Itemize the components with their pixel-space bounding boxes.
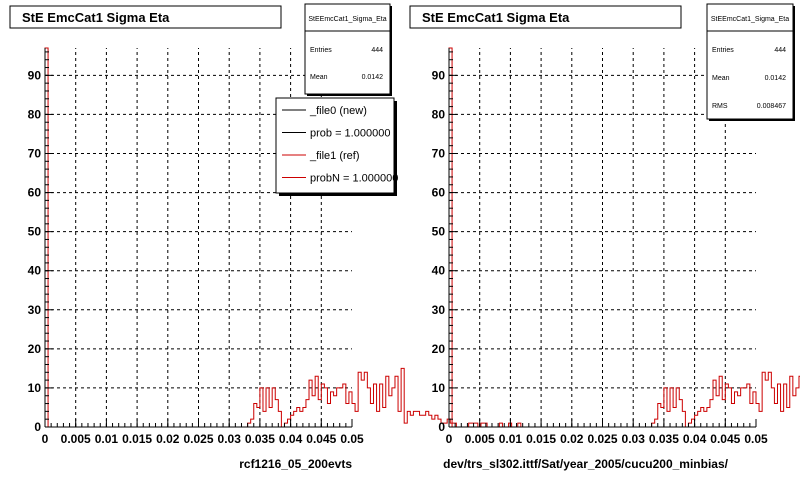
x-tick-label: 0.04 — [683, 432, 707, 446]
histogram-panel-1: 0 0.005 0.01 0.015 0.02 0.025 0.03 0.035 0.04 0.0… — [9, 3, 586, 471]
y-tick-label: 50 — [432, 225, 446, 239]
y-tick-label: 70 — [432, 146, 446, 160]
x-tick-label: 0.015 — [122, 432, 152, 446]
stats-label: Entries — [712, 47, 734, 54]
y-tick-label: 20 — [432, 342, 446, 356]
y-tick-label: 40 — [432, 264, 446, 278]
footer-caption: dev/trs_sl302.ittf/Sat/year_2005/cucu200… — [443, 457, 728, 471]
stats-name: StEEmcCat1_Sigma_Eta — [308, 16, 386, 23]
y-tick-label: 60 — [432, 186, 446, 200]
y-tick-label: 90 — [432, 68, 446, 82]
legend-label: _file0 (new) — [309, 105, 367, 117]
y-tick-label: 20 — [28, 342, 42, 356]
legend: _file0 (new) prob = 1.000000 _file1 (ref) p… — [275, 97, 398, 196]
x-tick-label: 0.035 — [245, 432, 275, 446]
x-tick-label: 0.02 — [156, 432, 180, 446]
y-tick-label: 60 — [28, 186, 42, 200]
stats-value: 0.008467 — [757, 103, 786, 110]
stats-value: 444 — [774, 47, 786, 54]
x-tick-label: 0.005 — [61, 432, 91, 446]
stats-box — [304, 3, 391, 95]
stats-value: 0.0142 — [362, 74, 384, 81]
title-box — [409, 5, 682, 29]
title-box — [9, 5, 282, 29]
y-tick-label: 50 — [28, 225, 42, 239]
stats-value: 0.0142 — [765, 75, 787, 82]
stats-label: RMS — [712, 103, 728, 110]
x-tick-label: 0 — [42, 432, 49, 446]
x-tick-label: 0.045 — [710, 432, 740, 446]
y-tick-label: 90 — [28, 68, 42, 82]
stats-label: Entries — [310, 47, 332, 54]
x-tick-label: 0.05 — [744, 432, 768, 446]
footer-caption: rcf1216_05_200evts — [239, 457, 352, 471]
stats-label: Mean — [712, 75, 730, 82]
stats-value: 444 — [371, 47, 383, 54]
x-tick-label: 0.005 — [465, 432, 495, 446]
chart-title: StE EmcCat1 Sigma Eta — [422, 10, 570, 25]
legend-label: probN = 1.000000 — [310, 173, 398, 185]
y-tick-label: 40 — [28, 264, 42, 278]
x-tick-label: 0.03 — [218, 432, 242, 446]
stats-name: StEEmcCat1_Sigma_Eta — [711, 16, 789, 23]
x-tick-label: 0.02 — [560, 432, 584, 446]
x-tick-label: 0.025 — [587, 432, 617, 446]
y-tick-label: 0 — [438, 420, 445, 434]
legend-label: prob = 1.000000 — [310, 128, 390, 140]
y-tick-label: 30 — [28, 303, 42, 317]
y-tick-label: 10 — [432, 381, 446, 395]
x-tick-label: 0.035 — [649, 432, 679, 446]
x-tick-label: 0.015 — [526, 432, 556, 446]
x-tick-label: 0.01 — [499, 432, 523, 446]
stats-box — [706, 3, 794, 120]
y-tick-label: 10 — [28, 381, 42, 395]
x-tick-label: 0.01 — [95, 432, 119, 446]
y-tick-label: 0 — [34, 420, 41, 434]
x-tick-label: 0.025 — [183, 432, 213, 446]
x-tick-label: 0.045 — [306, 432, 336, 446]
legend-label: _file1 (ref) — [309, 150, 360, 162]
x-tick-label: 0.03 — [622, 432, 646, 446]
y-tick-label: 70 — [28, 146, 42, 160]
x-tick-label: 0.04 — [279, 432, 303, 446]
y-tick-label: 80 — [432, 107, 446, 121]
x-tick-label: 0 — [446, 432, 453, 446]
chart-title: StE EmcCat1 Sigma Eta — [22, 10, 170, 25]
stats-label: Mean — [310, 74, 328, 81]
y-tick-label: 30 — [432, 303, 446, 317]
y-tick-label: 80 — [28, 107, 42, 121]
histogram-panel-2: 0 0.005 0.01 0.015 0.02 0.025 0.03 0.035 0.04 0.0… — [409, 3, 800, 471]
x-tick-label: 0.05 — [340, 432, 364, 446]
